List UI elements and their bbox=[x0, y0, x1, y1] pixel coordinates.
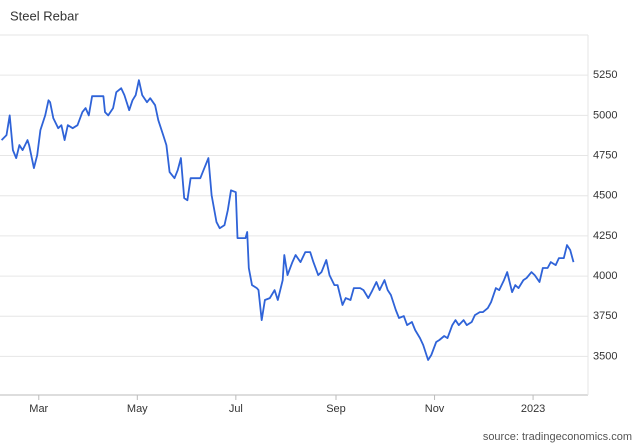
x-tick-label: Mar bbox=[29, 403, 48, 415]
x-tick-label: Jul bbox=[229, 403, 243, 415]
y-tick-label: 5250 bbox=[593, 69, 617, 81]
chart-title: Steel Rebar bbox=[10, 8, 79, 23]
y-tick-label: 4500 bbox=[593, 190, 617, 202]
y-tick-label: 5000 bbox=[593, 109, 617, 121]
y-tick-label: 4000 bbox=[593, 270, 617, 282]
x-tick-label: Sep bbox=[326, 403, 346, 415]
price-line bbox=[0, 79, 575, 361]
y-tick-label: 3500 bbox=[593, 350, 617, 362]
y-tick-label: 4750 bbox=[593, 149, 617, 161]
x-tick-label: 2023 bbox=[521, 403, 545, 415]
source-note: source: tradingeconomics.com bbox=[483, 431, 632, 443]
x-tick-label: Nov bbox=[425, 403, 445, 415]
x-tick-label: May bbox=[127, 403, 148, 415]
y-tick-label: 4250 bbox=[593, 230, 617, 242]
y-tick-label: 3750 bbox=[593, 310, 617, 322]
